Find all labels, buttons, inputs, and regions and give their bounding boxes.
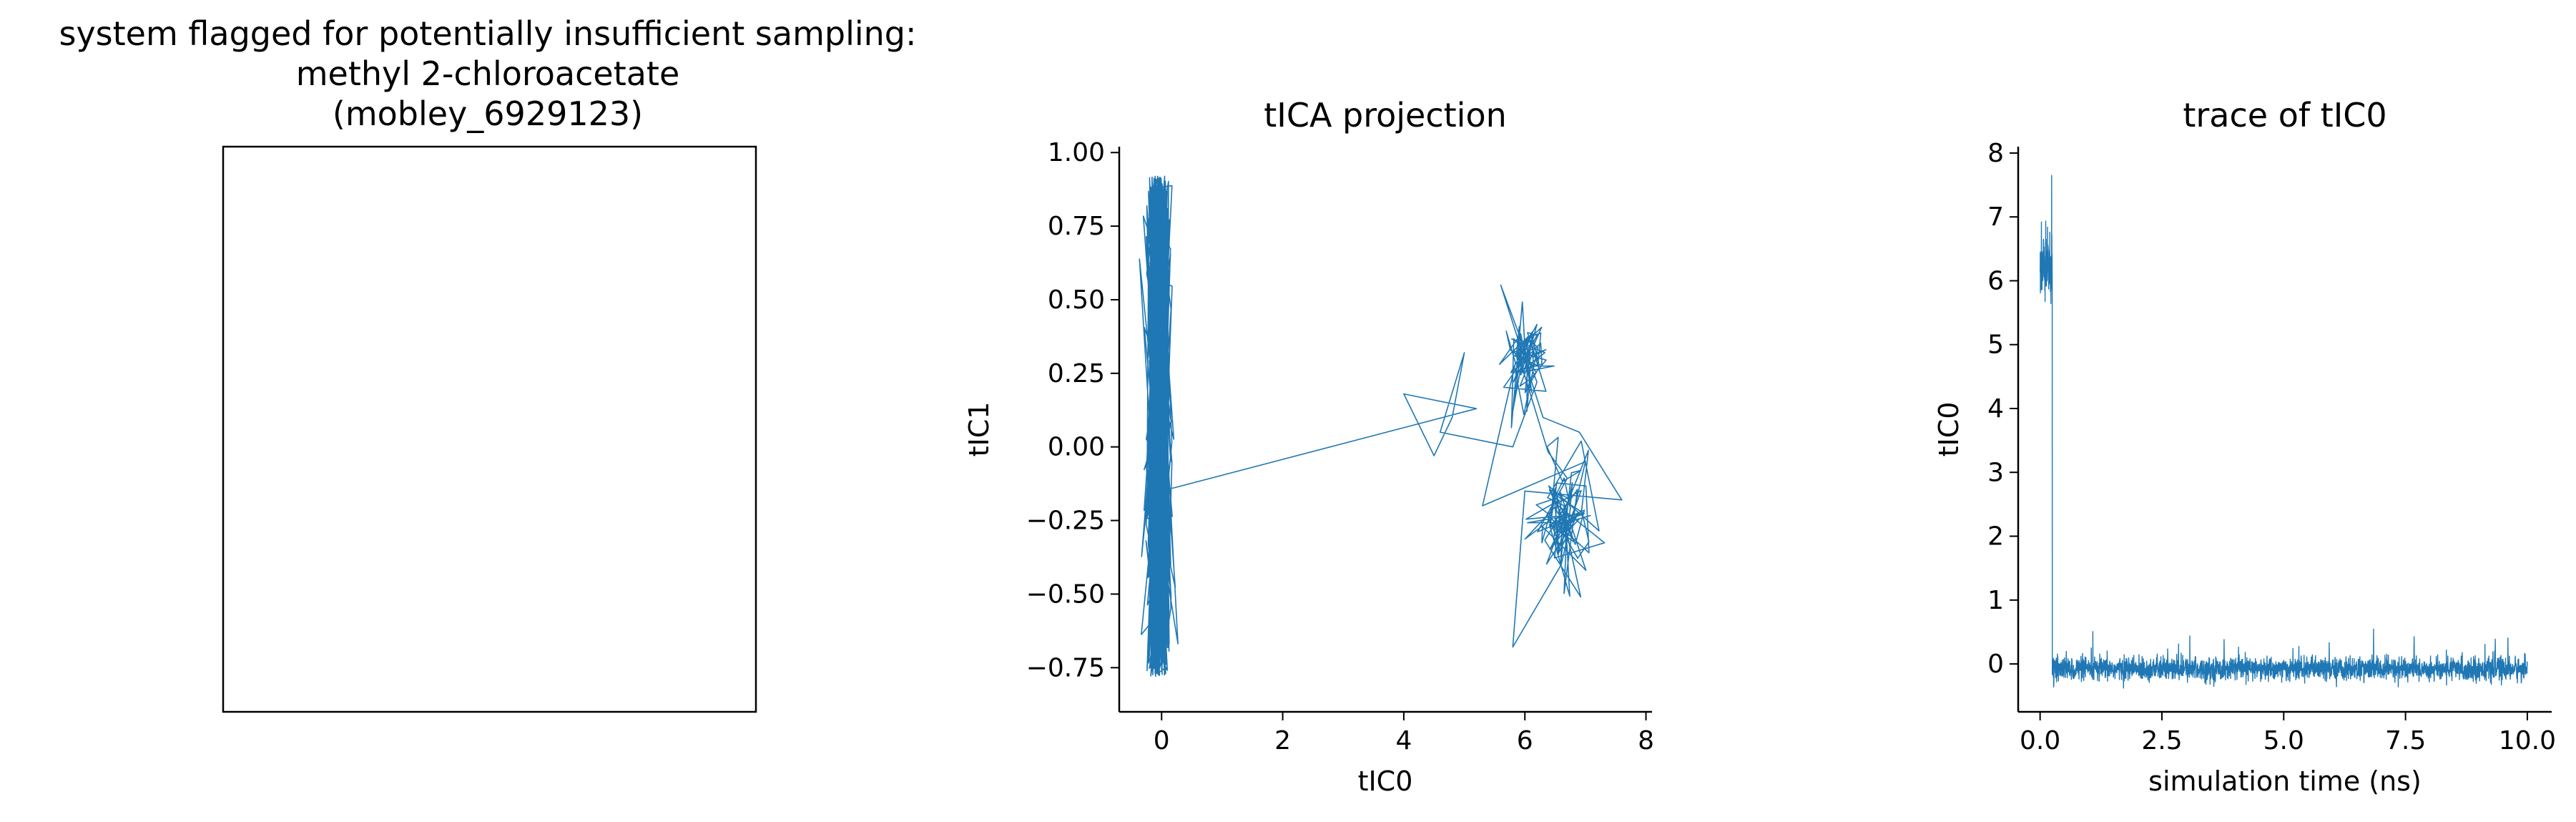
molecule-title-line-1: system flagged for potentially insuffici… <box>59 14 916 53</box>
trace-y-tick-label: 6 <box>1987 266 2004 295</box>
trace-y-tick-label: 7 <box>1987 202 2004 232</box>
tica-y-tick-label: 0.00 <box>1048 433 1105 462</box>
panel-molecule: system flagged for potentially insuffici… <box>59 14 917 713</box>
trace-series <box>2040 175 2528 689</box>
tica-y-tick-label: −0.25 <box>1026 507 1105 536</box>
trace-x-tick-label: 7.5 <box>2385 726 2426 755</box>
molecule-title-line-3: (mobley_6929123) <box>333 94 643 133</box>
panel-tica-projection: tICA projection tIC0 tIC1 0 2 4 6 8 −0.75 −0.5… <box>963 96 1654 797</box>
trace-y-tick-label: 3 <box>1987 458 2004 487</box>
tica-title: tICA projection <box>1264 96 1507 134</box>
tica-series <box>1139 175 1623 677</box>
panel-tic0-trace: trace of tIC0 simulation time (ns) tIC0 … <box>1933 96 2556 797</box>
trace-tic0-line <box>2040 175 2528 689</box>
tica-axes: 0 2 4 6 8 −0.75 −0.50 −0.25 0.00 0.25 0.50 0.75 1.00 <box>1026 138 1654 755</box>
trace-y-tick-label: 5 <box>1987 331 2004 360</box>
trace-x-tick-label: 10.0 <box>2499 726 2556 755</box>
trace-axes: 0.0 2.5 5.0 7.5 10.0 0 1 2 3 4 5 6 7 8 <box>1987 139 2556 755</box>
tica-xlabel: tIC0 <box>1358 765 1413 797</box>
tica-y-tick-label: 0.25 <box>1048 359 1105 388</box>
trace-y-tick-label: 0 <box>1987 650 2004 679</box>
tica-x-tick-label: 2 <box>1274 726 1291 755</box>
molecule-frame <box>222 145 757 713</box>
tica-x-tick-label: 4 <box>1395 726 1412 755</box>
trace-x-tick-label: 2.5 <box>2141 726 2182 755</box>
tica-y-tick-label: −0.50 <box>1026 579 1105 609</box>
tica-y-tick-label: 0.75 <box>1048 212 1105 241</box>
trace-y-tick-label: 1 <box>1987 586 2004 615</box>
trace-x-tick-label: 5.0 <box>2263 726 2304 755</box>
trace-xlabel: simulation time (ns) <box>2148 765 2422 797</box>
trace-y-tick-label: 2 <box>1987 522 2004 552</box>
trace-y-tick-label: 4 <box>1987 394 2004 424</box>
tica-x-tick-label: 6 <box>1517 726 1533 755</box>
tica-y-tick-label: 1.00 <box>1048 138 1105 167</box>
trace-y-tick-label: 8 <box>1987 139 2004 168</box>
tica-y-tick-label: 0.50 <box>1048 285 1105 315</box>
tica-x-tick-label: 8 <box>1638 726 1654 755</box>
trace-title: trace of tIC0 <box>2183 96 2386 134</box>
tica-trajectory-line <box>1139 175 1623 677</box>
trace-ylabel: tIC0 <box>1933 402 1965 457</box>
tica-ylabel: tIC1 <box>963 402 995 457</box>
trace-x-tick-label: 0.0 <box>2020 726 2060 755</box>
molecule-title-line-2: methyl 2-chloroacetate <box>296 54 680 93</box>
tica-y-tick-label: −0.75 <box>1026 653 1105 682</box>
tica-x-tick-label: 0 <box>1154 726 1170 755</box>
